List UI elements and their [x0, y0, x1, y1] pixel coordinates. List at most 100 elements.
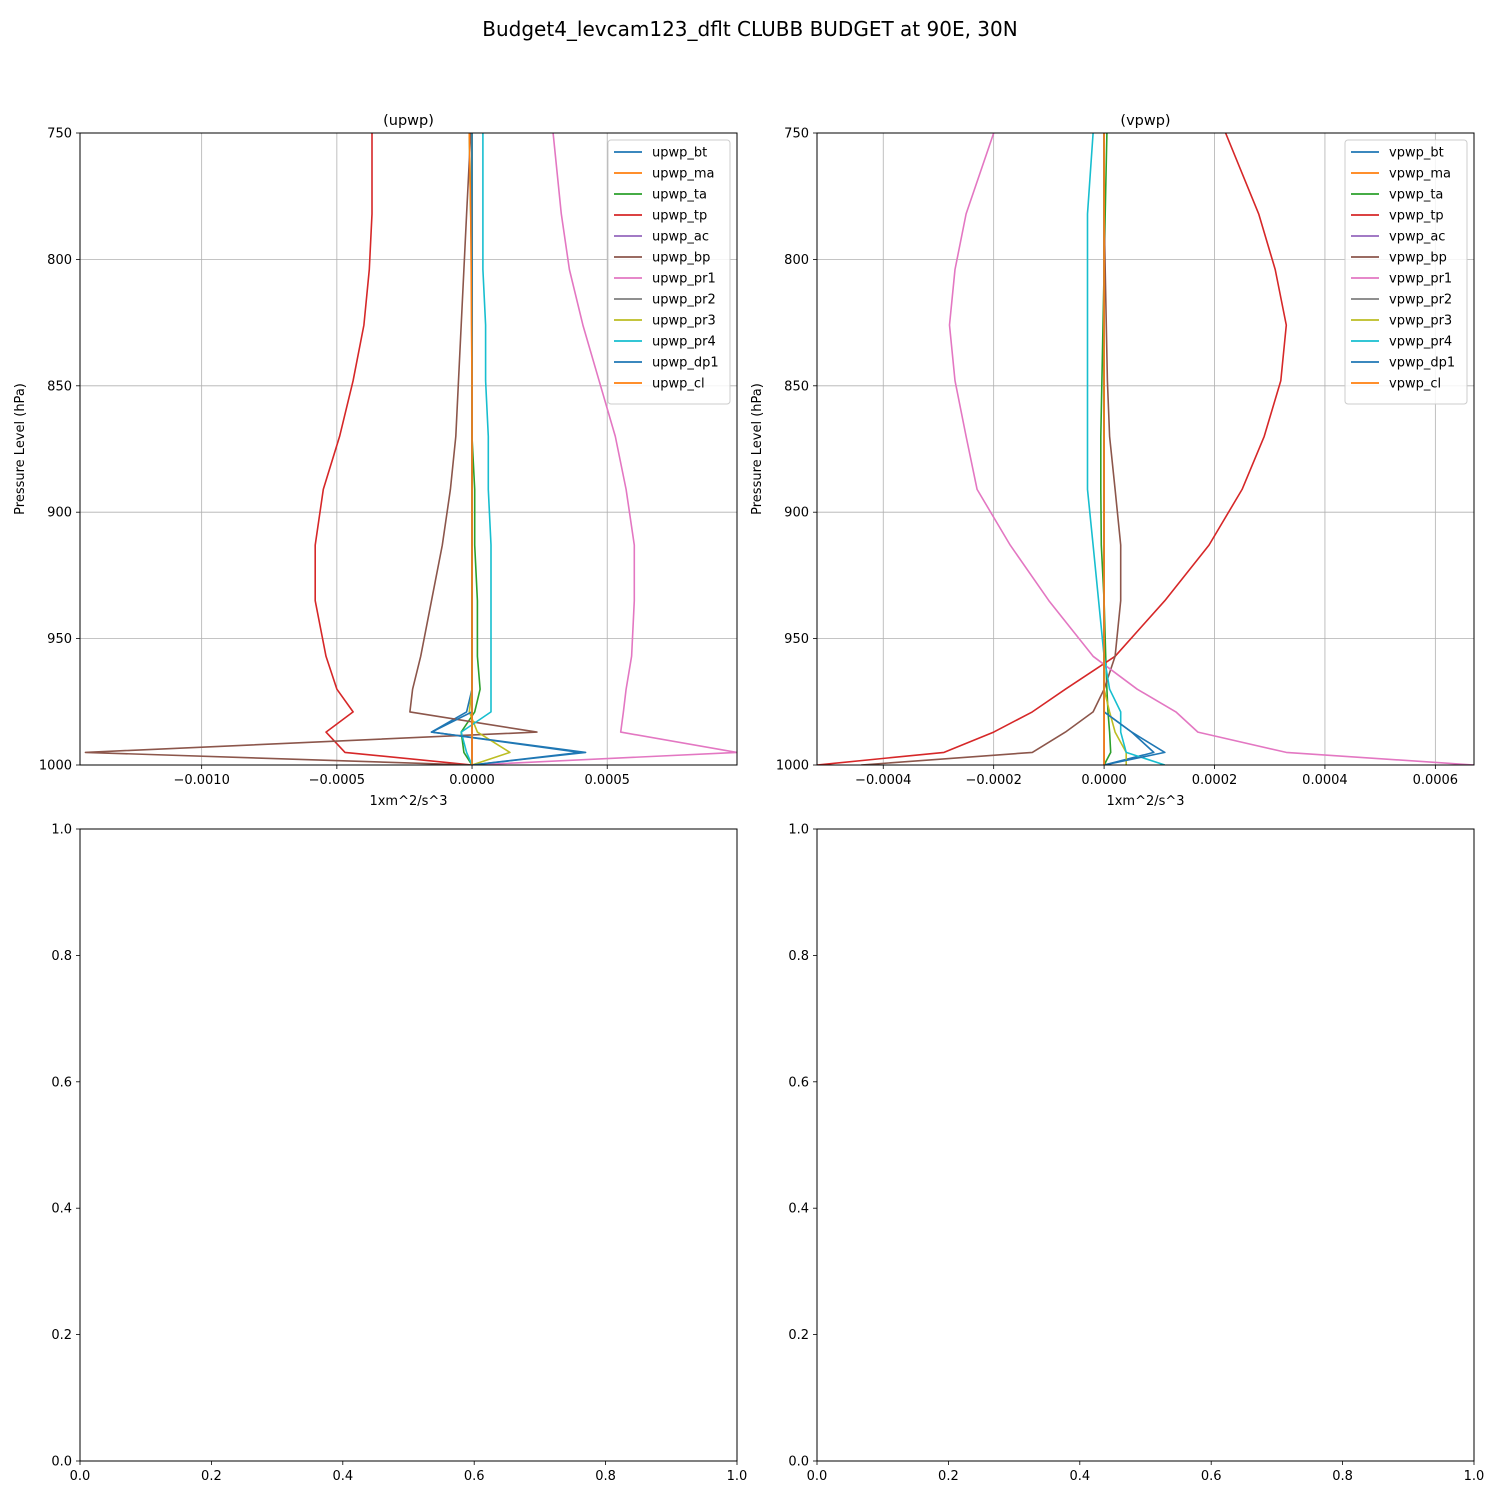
x-axis-label: 1xm^2/s^3	[369, 794, 447, 809]
y-tick-label: 950	[47, 632, 72, 647]
panel-title: (vpwp)	[1120, 113, 1170, 129]
y-tick-label: 0.0	[51, 1455, 72, 1470]
panel-empty-2: 0.0 0.2 0.4 0.6 0.8 1.0 0.0 0.2 0.4 0.6 0.8 1.0	[788, 823, 1484, 1485]
legend-label: upwp_pr2	[652, 293, 716, 308]
y-tick-label: 900	[47, 506, 72, 521]
x-tick-label: −0.0002	[965, 773, 1021, 788]
y-tick-label: 850	[784, 379, 809, 394]
legend-label: upwp_pr3	[652, 314, 716, 329]
legend-label: vpwp_dp1	[1389, 356, 1455, 371]
x-tick-label: 0.4	[332, 1469, 353, 1484]
legend-box	[607, 139, 731, 405]
y-tick-label: 0.6	[51, 1075, 72, 1090]
series-line-upwp_tp	[314, 133, 473, 765]
y-tick-label: 0.2	[788, 1328, 809, 1343]
legend: vpwp_bt vpwp_ma vpwp_ta vpwp_tp vpwp_ac vpwp_…	[1344, 139, 1468, 405]
y-tick-label: 0.4	[51, 1202, 72, 1217]
legend-label: upwp_ta	[652, 188, 707, 203]
legend-label: vpwp_cl	[1389, 377, 1441, 392]
x-tick-label: 0.8	[1332, 1469, 1353, 1484]
y-tick-label: 800	[784, 253, 809, 268]
series-line-upwp_pr1	[471, 133, 737, 765]
x-tick-label: 0.0000	[1081, 773, 1127, 788]
series-line-upwp_pr4	[460, 133, 492, 765]
x-tick-label: 0.0	[70, 1469, 91, 1484]
y-tick-label: 1000	[776, 759, 809, 774]
y-tick-label: 750	[47, 127, 72, 142]
x-tick-label: 0.8	[595, 1469, 616, 1484]
x-tick-label: 0.0000	[449, 773, 495, 788]
y-tick-label: 0.8	[51, 949, 72, 964]
legend-label: upwp_cl	[652, 377, 705, 392]
legend-label: vpwp_bt	[1389, 146, 1444, 161]
y-tick-label: 800	[47, 253, 72, 268]
panel-title: (upwp)	[383, 113, 434, 129]
legend-label: vpwp_bp	[1389, 251, 1447, 266]
legend-label: upwp_bt	[652, 146, 707, 161]
legend-label: upwp_pr4	[652, 335, 716, 350]
legend-label: upwp_ma	[652, 167, 715, 182]
x-tick-label: −0.0005	[309, 773, 365, 788]
axes-frame	[79, 828, 738, 1462]
legend: upwp_bt upwp_ma upwp_ta upwp_tp upwp_ac upwp_…	[607, 139, 731, 405]
series-line-vpwp_pr4	[1086, 133, 1166, 765]
axes-frame	[816, 828, 1475, 1462]
legend-label: upwp_tp	[652, 209, 707, 224]
legend-label: vpwp_tp	[1389, 209, 1444, 224]
x-tick-label: 0.0006	[1413, 773, 1459, 788]
series-line-vpwp_tp	[817, 133, 1288, 765]
panel-empty-1: 0.0 0.2 0.4 0.6 0.8 1.0 0.0 0.2 0.4 0.6 0.8 1.0	[51, 823, 747, 1485]
y-axis-label: Pressure Level (hPa)	[750, 383, 765, 515]
legend-label: upwp_pr1	[652, 272, 716, 287]
figure-suptitle: Budget4_levcam123_dflt CLUBB BUDGET at 9…	[482, 17, 1017, 41]
y-axis-label: Pressure Level (hPa)	[13, 383, 28, 515]
x-tick-label: −0.0004	[855, 773, 911, 788]
y-tick-label: 850	[47, 379, 72, 394]
x-tick-label: 0.6	[464, 1469, 485, 1484]
x-tick-label: 1.0	[1464, 1469, 1485, 1484]
legend-label: vpwp_ac	[1389, 230, 1445, 245]
x-tick-label: 0.0	[807, 1469, 828, 1484]
y-tick-label: 0.8	[788, 949, 809, 964]
legend-label: vpwp_pr2	[1389, 293, 1452, 308]
legend-box	[1344, 139, 1468, 405]
y-tick-label: 1.0	[51, 823, 72, 838]
y-tick-label: 950	[784, 632, 809, 647]
y-tick-label: 0.2	[51, 1328, 72, 1343]
panel-vpwp: −0.0004 −0.0002 0.0000 0.0002 0.0004 0.0006 75…	[750, 113, 1475, 809]
panel-upwp: −0.0010 −0.0005 0.0000 0.0005 750 800 850 900 95…	[13, 113, 738, 809]
x-tick-label: 0.0004	[1302, 773, 1348, 788]
x-tick-label: 0.0005	[584, 773, 630, 788]
series-group	[817, 133, 1474, 765]
legend-label: vpwp_ma	[1389, 167, 1451, 182]
legend-label: vpwp_pr1	[1389, 272, 1452, 287]
x-tick-label: 0.4	[1069, 1469, 1090, 1484]
x-tick-label: 0.2	[938, 1469, 959, 1484]
legend-label: vpwp_ta	[1389, 188, 1443, 203]
series-line-upwp_cl	[468, 133, 473, 765]
axes-frame	[816, 132, 1475, 766]
y-tick-label: 1000	[39, 759, 72, 774]
legend-label: upwp_ac	[652, 230, 709, 245]
axes-frame	[79, 132, 738, 766]
y-tick-label: 1.0	[788, 823, 809, 838]
legend-label: upwp_dp1	[652, 356, 719, 371]
series-line-vpwp_bp	[861, 133, 1122, 765]
legend-label: vpwp_pr4	[1389, 335, 1452, 350]
y-tick-label: 0.6	[788, 1075, 809, 1090]
y-tick-label: 0.0	[788, 1455, 809, 1470]
x-axis-label: 1xm^2/s^3	[1106, 794, 1184, 809]
legend-label: upwp_bp	[652, 251, 710, 266]
y-tick-label: 0.4	[788, 1202, 809, 1217]
legend-label: vpwp_pr3	[1389, 314, 1452, 329]
x-tick-label: −0.0010	[173, 773, 229, 788]
x-tick-label: 0.0002	[1192, 773, 1238, 788]
y-tick-label: 750	[784, 127, 809, 142]
series-group	[84, 133, 737, 765]
y-tick-label: 900	[784, 506, 809, 521]
x-tick-label: 0.6	[1201, 1469, 1222, 1484]
series-line-upwp_bp	[84, 133, 538, 765]
series-line-vpwp_pr1	[948, 133, 1474, 765]
x-tick-label: 1.0	[727, 1469, 748, 1484]
